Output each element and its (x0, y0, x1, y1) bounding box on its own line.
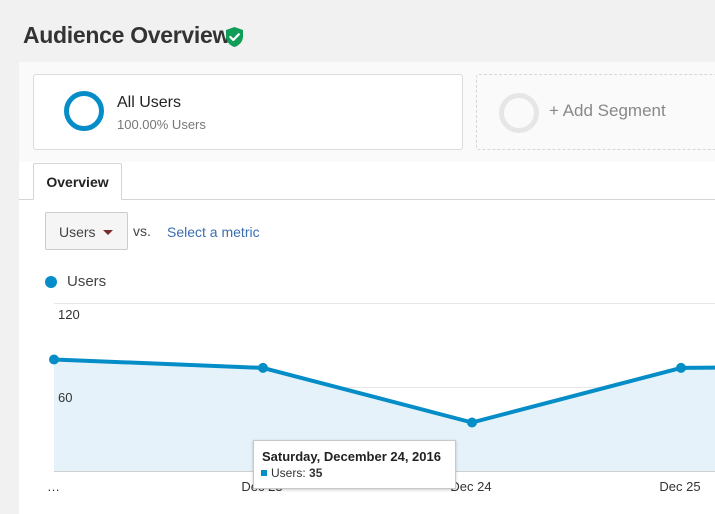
metric-dropdown[interactable]: Users (45, 212, 128, 250)
chevron-down-icon (103, 230, 113, 235)
x-tick-label: … (47, 479, 60, 494)
select-metric-link[interactable]: Select a metric (167, 224, 260, 240)
chart-area-fill (54, 359, 715, 472)
page-header: Audience Overview (0, 0, 715, 62)
chart-data-point[interactable] (258, 362, 268, 373)
y-tick-label: 120 (58, 307, 80, 322)
segment-ring-icon (64, 91, 104, 131)
metric-dropdown-label: Users (59, 224, 96, 240)
tooltip-metric-label: Users: (271, 466, 306, 480)
segment-all-users[interactable]: All Users 100.00% Users (33, 74, 463, 150)
page-title: Audience Overview (23, 22, 231, 48)
x-tick-label: Dec 25 (659, 479, 700, 494)
tooltip-metric: Users: 35 (271, 466, 322, 480)
x-tick-label: Dec 24 (450, 479, 491, 494)
series-square-icon (261, 470, 267, 476)
empty-ring-icon (499, 93, 539, 133)
segment-name: All Users (117, 94, 182, 111)
add-segment-button[interactable]: + Add Segment (476, 74, 715, 150)
tooltip-date: Saturday, December 24, 2016 (262, 449, 441, 464)
chart-data-point[interactable] (49, 354, 59, 365)
tooltip-metric-value: 35 (309, 466, 323, 480)
chart-tooltip: Saturday, December 24, 2016 Users: 35 (253, 440, 456, 489)
legend-label: Users (67, 273, 107, 290)
add-segment-label: + Add Segment (549, 101, 666, 120)
tab-divider (19, 199, 715, 200)
shield-check-icon (226, 27, 243, 47)
y-tick-label: 60 (58, 390, 72, 405)
chart-data-point[interactable] (676, 362, 686, 373)
vs-label: vs. (133, 223, 151, 239)
legend-dot-icon (45, 276, 57, 288)
segment-percent: 100.00% Users (117, 117, 206, 132)
chart-data-point[interactable] (467, 417, 477, 428)
tab-overview[interactable]: Overview (33, 163, 122, 200)
